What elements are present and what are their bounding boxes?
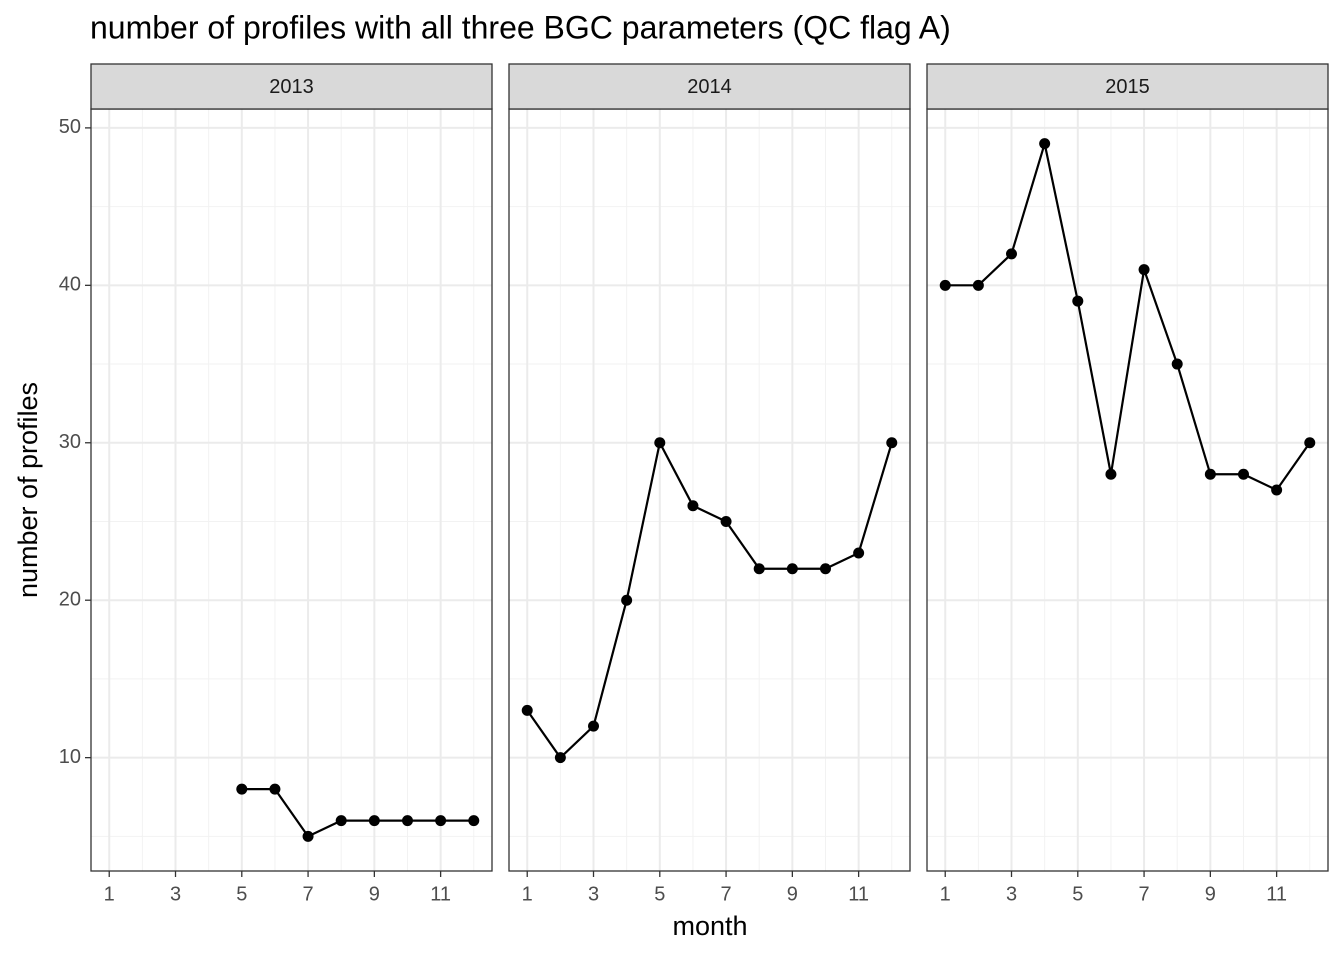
point [521,704,533,716]
point [1105,468,1117,480]
point [269,783,281,795]
x-tick-label: 3 [1006,883,1017,905]
point [654,437,666,449]
panel [927,109,1328,871]
x-tick-label: 11 [1266,883,1287,905]
point [687,500,699,512]
point [621,594,633,606]
point [939,279,951,291]
x-tick-label: 9 [1205,883,1216,905]
point [1237,468,1249,480]
point [302,830,314,842]
x-tick-label: 9 [369,883,380,905]
x-tick-label: 5 [654,883,665,905]
point [1204,468,1216,480]
x-tick-label: 11 [430,883,451,905]
strip [90,63,493,110]
point [1304,437,1316,449]
point [554,752,566,764]
x-tick-label: 5 [236,883,247,905]
point [588,720,600,732]
y-tick-label: 20 [59,588,81,610]
panel [91,109,492,871]
y-tick-label: 40 [59,274,81,296]
strip-label: 2015 [1105,76,1150,98]
x-tick-label: 1 [104,883,115,905]
x-tick-label: 7 [303,883,314,905]
point [1271,484,1283,496]
strip [508,63,911,110]
point [236,783,248,795]
x-tick-label: 1 [940,883,951,905]
point [368,815,380,827]
x-tick-label: 3 [588,883,599,905]
point [335,815,347,827]
point [1072,295,1084,307]
x-tick-label: 5 [1072,883,1083,905]
line [945,143,1311,492]
point [819,563,831,575]
x-tick-label: 11 [848,883,869,905]
point [753,563,765,575]
strip-label: 2014 [687,76,732,98]
point [886,437,898,449]
x-tick-label: 1 [522,883,533,905]
point [786,563,798,575]
y-tick-label: 10 [59,746,81,768]
chart-title: number of profiles with all three BGC pa… [90,9,951,45]
point [972,279,984,291]
strip-label: 2013 [269,76,314,98]
y-axis-label: number of profiles [13,382,43,598]
x-tick-label: 9 [787,883,798,905]
point [1171,358,1183,370]
y-tick-label: 30 [59,431,81,453]
point [853,547,865,559]
x-tick-label: 7 [721,883,732,905]
point [1138,264,1150,276]
x-tick-label: 7 [1139,883,1150,905]
point [1039,138,1051,150]
line [526,439,893,760]
y-tick-label: 50 [59,116,81,138]
point [1006,248,1018,260]
point [468,815,480,827]
point [435,815,447,827]
x-axis-label: month [672,911,747,941]
strip [926,63,1329,110]
x-tick-label: 3 [170,883,181,905]
point [720,515,732,527]
line [241,788,474,838]
point [401,815,413,827]
